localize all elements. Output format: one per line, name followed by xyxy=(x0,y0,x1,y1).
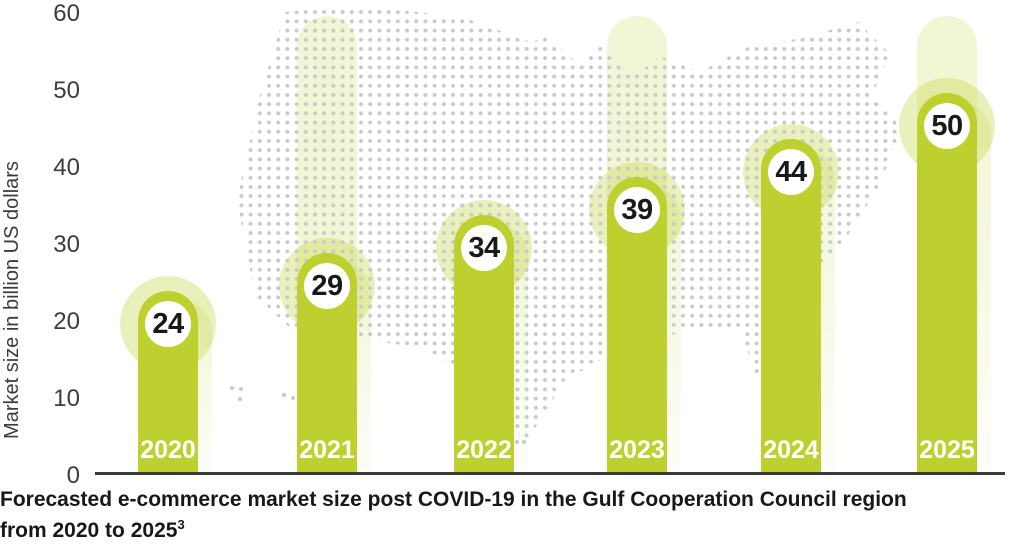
badge-value: 50 xyxy=(931,109,963,142)
badge-value: 44 xyxy=(775,155,807,188)
x-axis-line xyxy=(95,472,1005,475)
badge-value: 24 xyxy=(152,307,184,340)
bar-2022: 34 2022 xyxy=(454,215,514,473)
year-label-2020: 2020 xyxy=(140,436,196,464)
chart-caption: Forecasted e-commerce market size post C… xyxy=(0,487,980,543)
y-tick-0: 0 xyxy=(66,462,80,489)
year-label-2023: 2023 xyxy=(609,436,665,464)
value-badge-2022: 34 xyxy=(461,225,507,271)
bar-2020: 24 2020 xyxy=(138,291,198,473)
bar-2023: 39 2023 xyxy=(607,177,667,473)
y-tick-40: 40 xyxy=(53,154,80,181)
bar-2021: 29 2021 xyxy=(297,253,357,473)
year-label-2021: 2021 xyxy=(299,436,355,464)
badge-value: 29 xyxy=(311,269,343,302)
value-badge-2023: 39 xyxy=(614,187,660,233)
badge-value: 34 xyxy=(468,231,500,264)
y-tick-60: 60 xyxy=(53,0,80,27)
year-label-2024: 2024 xyxy=(763,436,819,464)
year-label-2022: 2022 xyxy=(456,436,512,464)
value-badge-2024: 44 xyxy=(768,149,814,195)
bar-2024: 44 2024 xyxy=(761,139,821,473)
caption-footnote-marker: 3 xyxy=(177,517,185,532)
value-badge-2021: 29 xyxy=(304,263,350,309)
y-tick-10: 10 xyxy=(53,385,80,412)
badge-value: 39 xyxy=(621,193,653,226)
year-label-2025: 2025 xyxy=(919,436,975,464)
y-tick-20: 20 xyxy=(53,308,80,335)
caption-line2: from 2020 to 2025 xyxy=(0,519,178,542)
value-badge-2020: 24 xyxy=(145,301,191,347)
value-badge-2025: 50 xyxy=(924,103,970,149)
bar-2025: 50 2025 xyxy=(917,93,977,473)
y-tick-50: 50 xyxy=(53,77,80,104)
y-axis-label: Market size in billion US dollars xyxy=(1,161,23,439)
caption-line1: Forecasted e-commerce market size post C… xyxy=(0,488,907,511)
y-tick-30: 30 xyxy=(53,231,80,258)
